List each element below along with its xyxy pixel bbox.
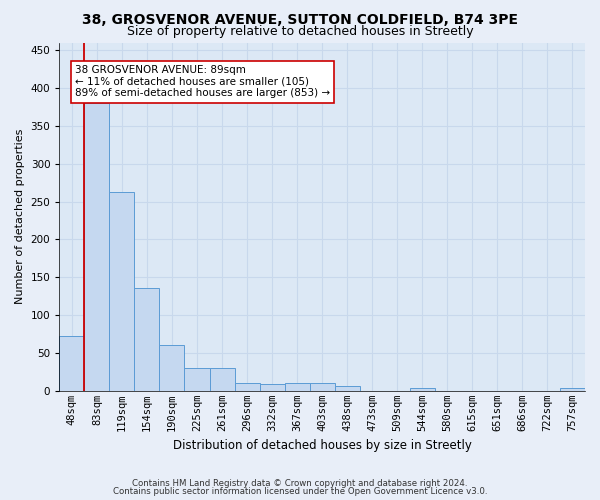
Text: Size of property relative to detached houses in Streetly: Size of property relative to detached ho… [127,25,473,38]
X-axis label: Distribution of detached houses by size in Streetly: Distribution of detached houses by size … [173,440,472,452]
Text: Contains HM Land Registry data © Crown copyright and database right 2024.: Contains HM Land Registry data © Crown c… [132,478,468,488]
Bar [235,384,260,391]
Bar [560,388,585,391]
Bar [410,388,435,391]
Bar [160,346,184,391]
Bar [260,384,284,391]
Text: Contains public sector information licensed under the Open Government Licence v3: Contains public sector information licen… [113,487,487,496]
Bar [134,288,160,391]
Bar [209,368,235,391]
Bar [335,386,360,391]
Bar [184,368,209,391]
Bar [109,192,134,391]
Text: 38, GROSVENOR AVENUE, SUTTON COLDFIELD, B74 3PE: 38, GROSVENOR AVENUE, SUTTON COLDFIELD, … [82,12,518,26]
Text: 38 GROSVENOR AVENUE: 89sqm
← 11% of detached houses are smaller (105)
89% of sem: 38 GROSVENOR AVENUE: 89sqm ← 11% of deta… [75,65,330,98]
Y-axis label: Number of detached properties: Number of detached properties [15,129,25,304]
Bar [59,336,85,391]
Bar [310,384,335,391]
Bar [85,103,109,391]
Bar [284,384,310,391]
